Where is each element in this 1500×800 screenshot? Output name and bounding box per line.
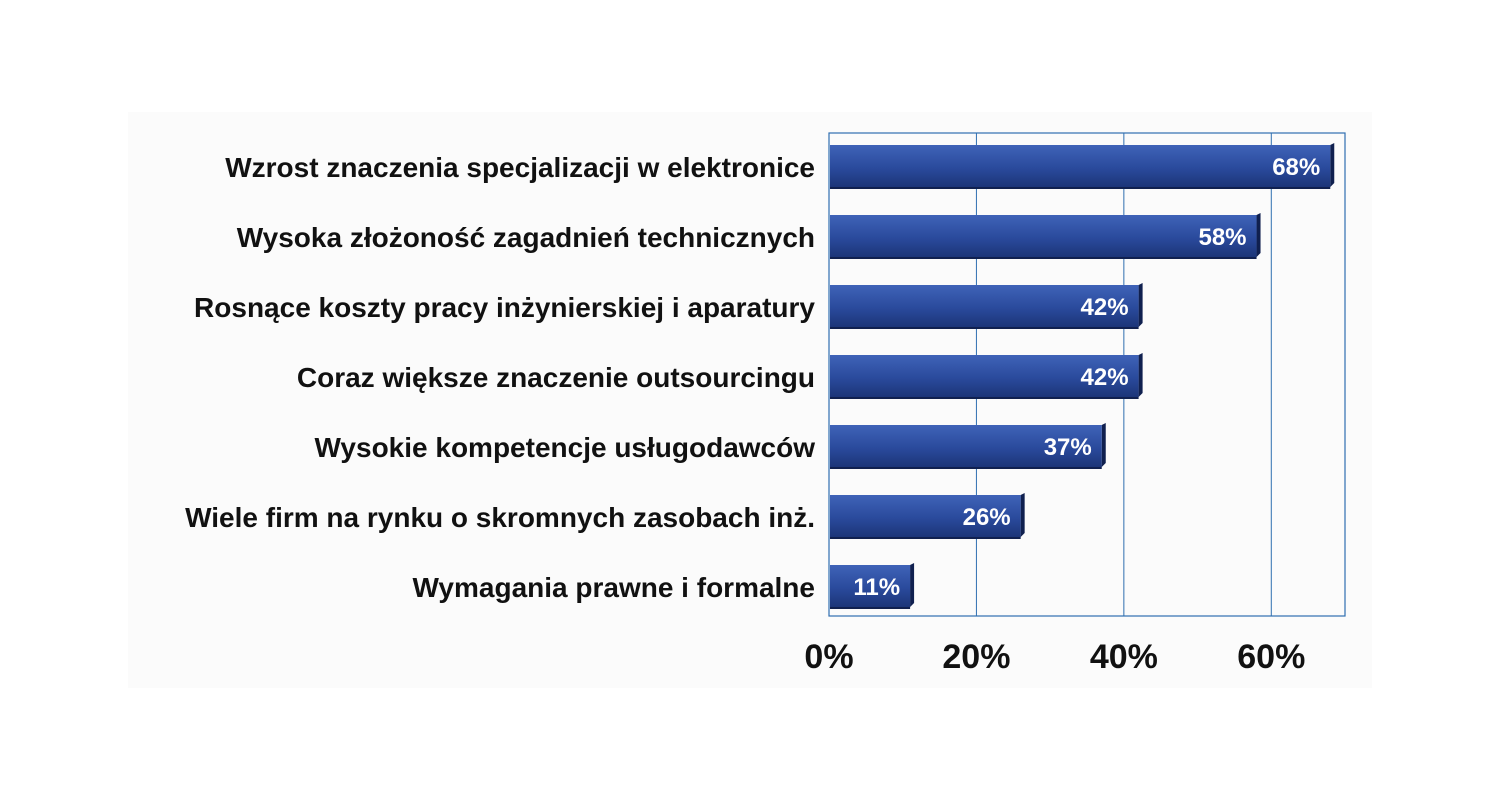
chart-background-panel bbox=[128, 112, 1372, 688]
bar-value-label: 68% bbox=[1272, 154, 1320, 181]
bar-group: 11% bbox=[830, 563, 915, 609]
x-tick-label: 0% bbox=[804, 638, 853, 676]
bar bbox=[830, 355, 1139, 397]
bar-value-label: 42% bbox=[1081, 364, 1129, 391]
category-labels: Wzrost znaczenia specjalizacji w elektro… bbox=[185, 152, 815, 603]
bar-value-label: 26% bbox=[963, 504, 1011, 531]
category-label: Wiele firm na rynku o skromnych zasobach… bbox=[185, 502, 815, 533]
bar bbox=[830, 285, 1139, 327]
bar bbox=[830, 425, 1102, 467]
bar-group: 37% bbox=[830, 423, 1106, 469]
category-label: Wzrost znaczenia specjalizacji w elektro… bbox=[225, 152, 815, 183]
bar-group: 58% bbox=[830, 213, 1261, 259]
bars-layer: 68% 58% 42% 42% 37% 26% 11% bbox=[830, 143, 1335, 609]
bar-value-label: 37% bbox=[1044, 434, 1092, 461]
category-label: Rosnące koszty pracy inżynierskiej i apa… bbox=[194, 292, 815, 323]
category-label: Wymagania prawne i formalne bbox=[413, 572, 816, 603]
bar-group: 42% bbox=[830, 283, 1143, 329]
bar bbox=[830, 565, 911, 607]
bar-value-label: 58% bbox=[1198, 224, 1246, 251]
bar-value-label: 42% bbox=[1081, 294, 1129, 321]
x-tick-label: 20% bbox=[942, 638, 1010, 676]
bar-group: 42% bbox=[830, 353, 1143, 399]
x-axis-tick-labels: 0% 20% 40% 60% bbox=[804, 638, 1305, 676]
category-label: Wysoka złożoność zagadnień technicznych bbox=[237, 222, 815, 253]
category-label: Wysokie kompetencje usługodawców bbox=[315, 432, 816, 463]
plot-frame bbox=[828, 132, 1346, 617]
x-tick-label: 60% bbox=[1237, 638, 1305, 676]
x-tick-label: 40% bbox=[1090, 638, 1158, 676]
bar-group: 26% bbox=[830, 493, 1025, 539]
bar bbox=[830, 145, 1331, 187]
bar-value-label: 11% bbox=[853, 574, 900, 601]
bar bbox=[830, 495, 1021, 537]
category-label: Coraz większe znaczenie outsourcingu bbox=[297, 362, 815, 393]
bar-group: 68% bbox=[830, 143, 1335, 189]
bar bbox=[830, 215, 1257, 257]
